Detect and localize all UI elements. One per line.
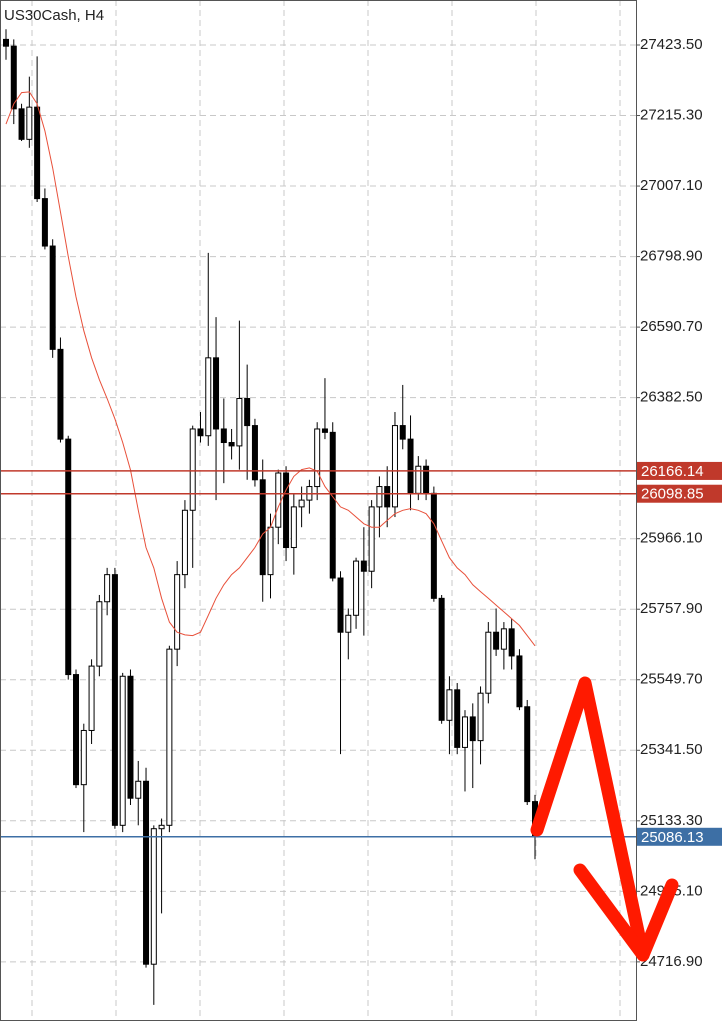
candle-body [259,479,266,576]
candle-body [391,425,398,508]
y-tick-label: 26798.90 [640,248,703,265]
candle-body [18,108,25,140]
candle-body [174,574,181,650]
price-label: 25086.13 [641,829,704,846]
plot [0,0,640,1020]
candle-body [508,628,515,657]
candle-body [524,706,531,803]
candle-body [104,574,111,603]
candle-body [220,428,227,444]
candle-body [407,438,414,494]
price-label: 26098.85 [641,486,704,503]
candle-body [189,428,196,511]
candle-body [119,675,126,826]
candle-body [10,45,17,110]
candle-body [353,560,360,616]
candle-body [446,689,453,721]
candle-body [283,472,290,549]
candle-body [360,560,367,572]
candle-body [166,648,173,826]
candle-body [267,526,274,576]
candle-body [143,780,150,965]
candle-body [477,692,484,742]
y-tick-label: 27007.10 [640,177,703,194]
candle-body [49,245,56,350]
price-label-box [637,461,722,480]
candle-body [399,425,406,440]
candle-body [213,357,220,430]
candle-body [158,824,165,830]
candle-body [430,492,437,599]
candle-body [96,601,103,667]
candle-body [88,665,95,731]
candle-body [290,506,297,549]
candle-body [345,614,352,633]
candle-body [337,577,344,633]
candle-body [438,597,445,721]
candle-body [111,574,118,826]
candle-body [469,716,476,742]
candle-body [197,428,204,437]
candle-body [244,397,251,427]
candle-body [251,425,258,481]
candle-body [275,472,282,528]
price-label-box [637,484,722,503]
candle-body [461,716,468,748]
y-tick-label: 26590.70 [640,318,703,335]
price-label-box [637,827,722,846]
candle-body [236,397,243,447]
candle-body [493,631,500,650]
chart-title: US30Cash, H4 [4,7,104,24]
candle-body [127,675,134,799]
plot-frame [0,0,637,1021]
candle-body [314,428,321,488]
candle-body [181,509,188,576]
candle-body [329,431,336,579]
candle-body [150,828,157,965]
arrow-path [530,676,650,962]
candle-body [34,106,41,200]
arrow-head [573,863,679,962]
y-tick-label: 25966.10 [640,530,703,547]
candle-body [368,506,375,572]
candle-body [80,729,87,786]
candle-body [321,428,328,433]
y-tick-label: 25757.90 [640,600,703,617]
candle-body [376,486,383,508]
candle-body [57,348,64,440]
y-tick-label: 25549.70 [640,671,703,688]
candle-body [26,106,33,140]
y-tick-label: 27423.50 [640,36,703,53]
candle-body [298,499,305,508]
y-tick-label: 25133.30 [640,812,703,829]
y-tick-label: 26382.50 [640,389,703,406]
candle-body [454,689,461,748]
y-tick-label: 24716.90 [640,953,703,970]
candle-body [205,357,212,437]
candle-body [228,442,235,447]
moving-average [5,91,536,647]
candle-body [73,674,80,786]
y-tick-label: 25341.50 [640,741,703,758]
candle-body [500,628,507,650]
candle-body [3,38,9,47]
candle-body [41,198,48,247]
candle-body [65,438,72,676]
price-label: 26166.14 [641,463,704,480]
candle-body [516,655,523,708]
candle-body [485,631,492,694]
candle-body [135,780,142,799]
annotation-arrow [530,676,679,962]
candle-body [384,486,391,508]
y-tick-label: 27215.30 [640,106,703,123]
